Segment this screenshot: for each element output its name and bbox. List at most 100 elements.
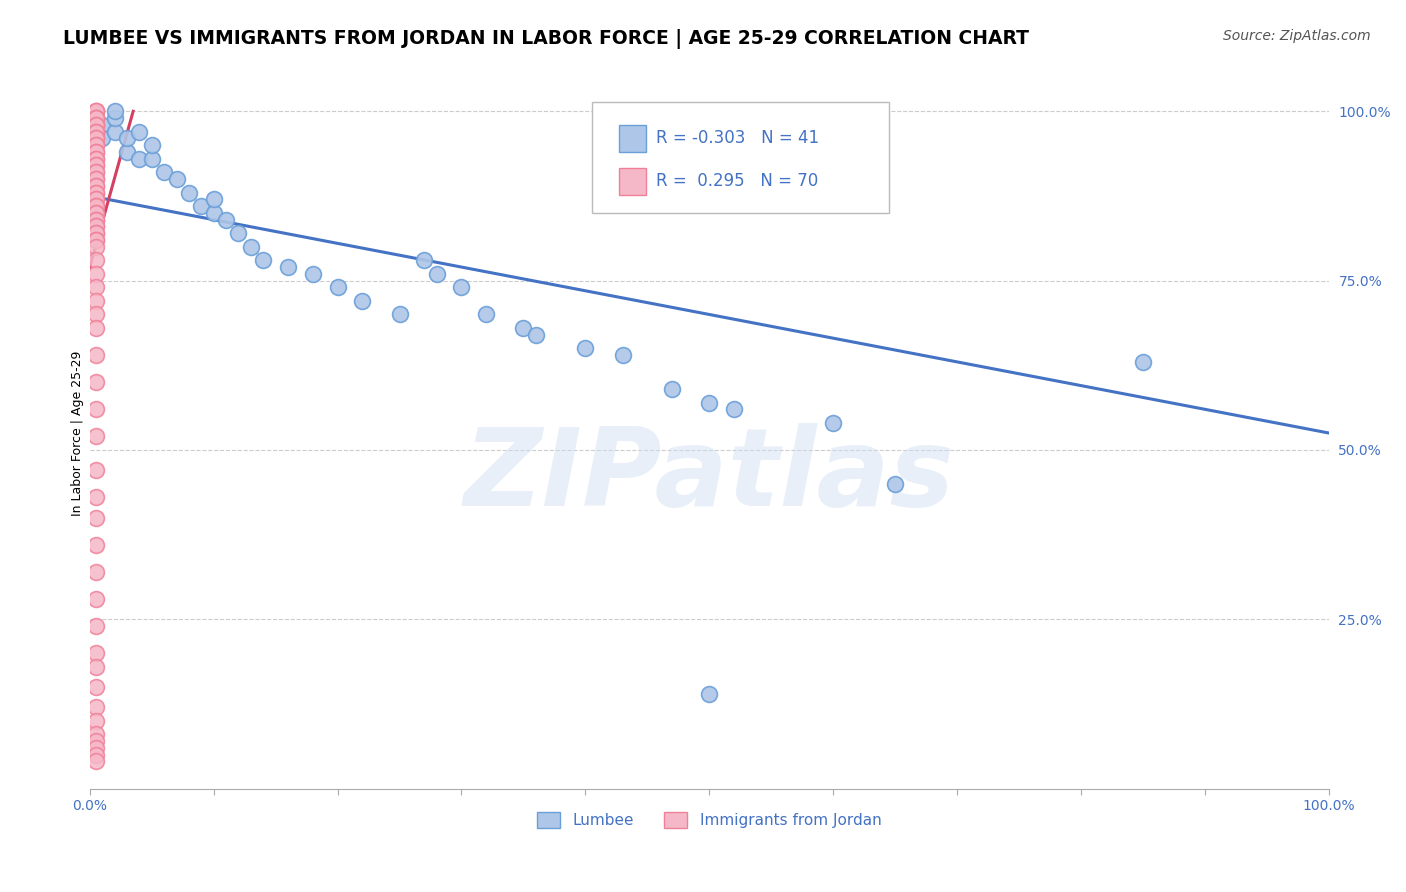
Point (84, 308, 107, 322)
Point (301, 267, 323, 281)
Point (84, 219, 107, 234)
Point (84, 267, 107, 281)
Text: Source: ZipAtlas.com: Source: ZipAtlas.com (1223, 29, 1371, 43)
Point (84, 118, 107, 132)
FancyBboxPatch shape (619, 125, 645, 153)
Point (84, 199, 107, 213)
Point (84, 565, 107, 579)
Point (84, 125, 107, 139)
Point (84, 233, 107, 247)
Point (215, 212, 238, 227)
Point (84, 118, 107, 132)
Point (202, 192, 225, 206)
Point (84, 734, 107, 748)
Point (84, 646, 107, 660)
Point (84, 253, 107, 268)
Point (84, 104, 107, 119)
Point (1132, 355, 1154, 369)
Point (413, 253, 436, 268)
Point (277, 260, 299, 274)
Point (84, 538, 107, 552)
Point (512, 321, 534, 335)
Point (84, 111, 107, 125)
Point (574, 342, 596, 356)
Point (141, 152, 163, 166)
Point (84, 178, 107, 193)
Point (115, 131, 138, 145)
Point (84, 199, 107, 213)
Point (84, 321, 107, 335)
Point (84, 159, 107, 173)
Point (153, 165, 176, 179)
Point (84, 680, 107, 694)
Text: R = -0.303   N = 41: R = -0.303 N = 41 (657, 128, 820, 147)
Point (84, 659, 107, 673)
Point (84, 212, 107, 227)
Point (84, 192, 107, 206)
Text: R =  0.295   N = 70: R = 0.295 N = 70 (657, 172, 818, 190)
Point (84, 233, 107, 247)
Text: LUMBEE VS IMMIGRANTS FROM JORDAN IN LABOR FORCE | AGE 25-29 CORRELATION CHART: LUMBEE VS IMMIGRANTS FROM JORDAN IN LABO… (63, 29, 1029, 48)
Point (723, 402, 745, 417)
Point (84, 700, 107, 714)
Point (450, 280, 472, 294)
Point (84, 206, 107, 220)
Point (84, 159, 107, 173)
Point (103, 125, 125, 139)
Point (84, 192, 107, 206)
Point (84, 212, 107, 227)
Point (84, 219, 107, 234)
Point (84, 178, 107, 193)
Point (84, 138, 107, 153)
Point (84, 619, 107, 633)
Point (84, 145, 107, 159)
Point (612, 348, 634, 362)
Point (128, 125, 150, 139)
Point (84, 740, 107, 755)
Point (84, 186, 107, 200)
Point (252, 253, 274, 268)
Point (475, 308, 498, 322)
Point (84, 131, 107, 145)
Point (84, 714, 107, 728)
Point (884, 476, 907, 491)
Point (823, 416, 845, 430)
Point (84, 280, 107, 294)
Point (84, 131, 107, 145)
Point (177, 186, 200, 200)
Point (91, 131, 114, 145)
Point (84, 348, 107, 362)
Point (84, 375, 107, 389)
Y-axis label: In Labor Force | Age 25-29: In Labor Force | Age 25-29 (72, 351, 84, 516)
Point (524, 327, 547, 342)
Point (661, 382, 683, 396)
Point (84, 727, 107, 741)
Point (84, 172, 107, 186)
Point (84, 138, 107, 153)
Point (84, 226, 107, 240)
Point (326, 280, 349, 294)
Point (697, 687, 720, 701)
Point (84, 491, 107, 505)
Point (239, 240, 262, 254)
Point (190, 199, 212, 213)
Point (84, 111, 107, 125)
Point (103, 111, 125, 125)
Point (84, 172, 107, 186)
Point (228, 226, 250, 240)
Point (426, 267, 449, 281)
Text: ZIPatlas: ZIPatlas (464, 423, 955, 529)
Point (84, 240, 107, 254)
Point (202, 206, 225, 220)
Legend: Lumbee, Immigrants from Jordan: Lumbee, Immigrants from Jordan (531, 806, 887, 834)
FancyBboxPatch shape (619, 168, 645, 194)
Point (166, 172, 188, 186)
Point (84, 145, 107, 159)
Point (84, 165, 107, 179)
Point (84, 755, 107, 769)
Point (697, 395, 720, 409)
Point (103, 104, 125, 119)
Point (84, 152, 107, 166)
Point (84, 206, 107, 220)
Point (84, 463, 107, 477)
